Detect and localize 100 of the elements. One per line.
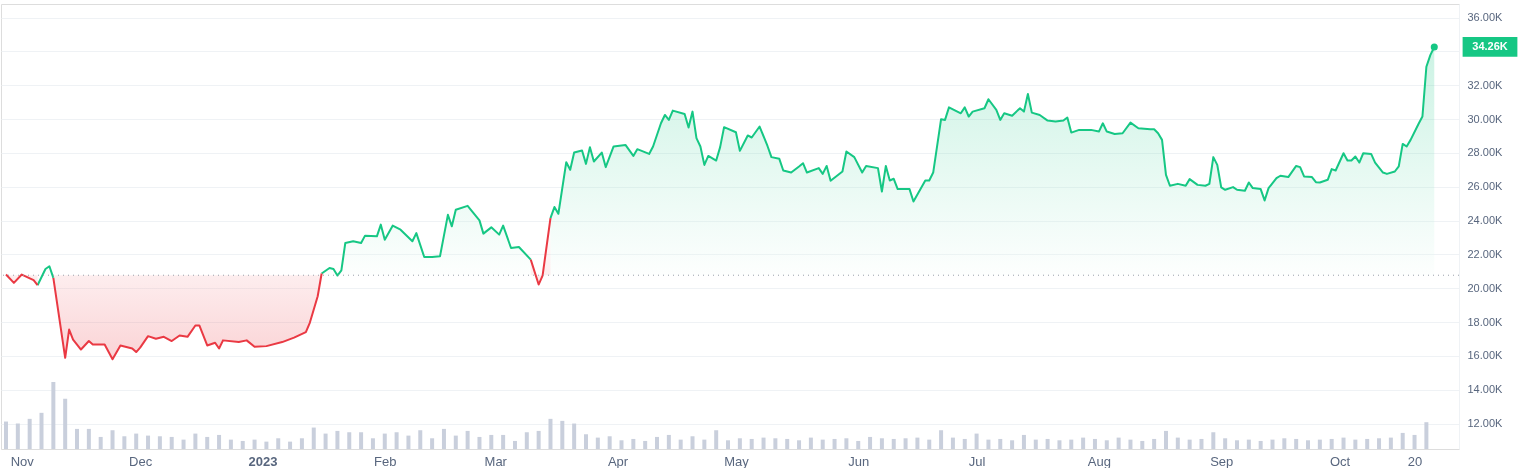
- bar: [583, 434, 588, 449]
- bar: [1081, 437, 1086, 449]
- bar: [643, 440, 648, 449]
- bar: [808, 437, 813, 449]
- x-tick-label: Sep: [1210, 453, 1234, 469]
- bar: [1140, 440, 1145, 449]
- bar: [98, 436, 103, 449]
- bar: [714, 430, 719, 449]
- bar: [1163, 430, 1168, 449]
- y-tick-label: 14.00K: [1467, 383, 1504, 396]
- bar: [619, 440, 624, 449]
- bar: [678, 439, 683, 449]
- bar: [1116, 437, 1121, 449]
- bar: [1045, 438, 1050, 449]
- bar: [1294, 438, 1299, 449]
- bar: [607, 436, 612, 449]
- x-tick-label: 2023: [248, 453, 278, 469]
- bar: [1010, 440, 1015, 449]
- bar: [418, 430, 423, 449]
- y-tick-label: 18.00K: [1467, 315, 1504, 328]
- bar: [465, 430, 470, 449]
- bar: [441, 428, 446, 449]
- bar: [702, 439, 707, 449]
- bar: [86, 428, 91, 449]
- bar: [1365, 438, 1370, 449]
- y-tick-label: 36.00K: [1467, 11, 1504, 24]
- x-tick-label: Oct: [1329, 453, 1351, 469]
- y-tick-label: 32.00K: [1467, 78, 1504, 91]
- bar: [228, 439, 233, 449]
- y-tick-label: 22.00K: [1467, 247, 1504, 260]
- bar: [666, 434, 671, 449]
- bar: [453, 435, 458, 449]
- bar: [761, 437, 766, 449]
- x-tick-label: 20: [1407, 453, 1423, 469]
- bar: [299, 438, 304, 449]
- annotation: 34.26K: [1472, 39, 1508, 52]
- bar: [1270, 439, 1275, 449]
- bar: [891, 438, 896, 449]
- bar: [264, 441, 269, 449]
- bar: [690, 436, 695, 449]
- bar: [39, 412, 44, 449]
- bar: [1258, 440, 1263, 449]
- bar: [820, 439, 825, 449]
- bar: [631, 438, 636, 449]
- bar: [1282, 438, 1287, 449]
- y-tick-label: 30.00K: [1467, 112, 1504, 125]
- x-tick-label: Mar: [484, 453, 508, 469]
- bar: [157, 436, 162, 449]
- bar: [1069, 439, 1074, 449]
- bar: [903, 438, 908, 449]
- bar: [406, 435, 411, 449]
- bar: [797, 440, 802, 449]
- bar: [122, 436, 127, 449]
- y-tick-label: 20.00K: [1467, 281, 1504, 294]
- bar: [749, 438, 754, 449]
- bar: [950, 437, 955, 449]
- bar: [477, 436, 482, 449]
- bar: [998, 438, 1003, 449]
- bar: [1211, 432, 1216, 449]
- bar: [939, 430, 944, 449]
- bar: [63, 398, 68, 449]
- bar: [15, 423, 20, 449]
- bar: [785, 438, 790, 449]
- y-tick-label: 24.00K: [1467, 214, 1504, 227]
- bar: [311, 427, 316, 449]
- bar: [382, 433, 387, 449]
- bar: [288, 441, 293, 449]
- bar: [1092, 438, 1097, 449]
- bar: [1057, 440, 1062, 449]
- bar: [217, 434, 222, 449]
- bar: [560, 420, 565, 449]
- bar: [276, 438, 281, 449]
- bar: [1033, 439, 1038, 449]
- bar: [252, 439, 257, 449]
- bar: [844, 438, 849, 449]
- bar: [51, 382, 56, 449]
- bar: [240, 440, 245, 449]
- bar: [1341, 437, 1346, 449]
- bar: [370, 438, 375, 449]
- x-tick-label: Nov: [10, 453, 35, 469]
- bar: [1412, 434, 1417, 449]
- bar: [193, 433, 198, 449]
- bar: [856, 440, 861, 449]
- bar: [1104, 440, 1109, 449]
- bar: [536, 430, 541, 449]
- bar: [524, 432, 529, 449]
- bar: [110, 430, 115, 449]
- bar: [832, 438, 837, 449]
- bar: [974, 433, 979, 449]
- bar: [430, 438, 435, 449]
- bar: [868, 436, 873, 449]
- bar: [1235, 440, 1239, 449]
- bar: [1306, 440, 1311, 449]
- x-tick-label: Jul: [968, 453, 986, 469]
- bar: [737, 438, 742, 449]
- bar: [134, 433, 139, 449]
- bar: [655, 436, 660, 449]
- bar: [1199, 438, 1204, 449]
- bar: [347, 432, 352, 449]
- bar: [1424, 422, 1429, 449]
